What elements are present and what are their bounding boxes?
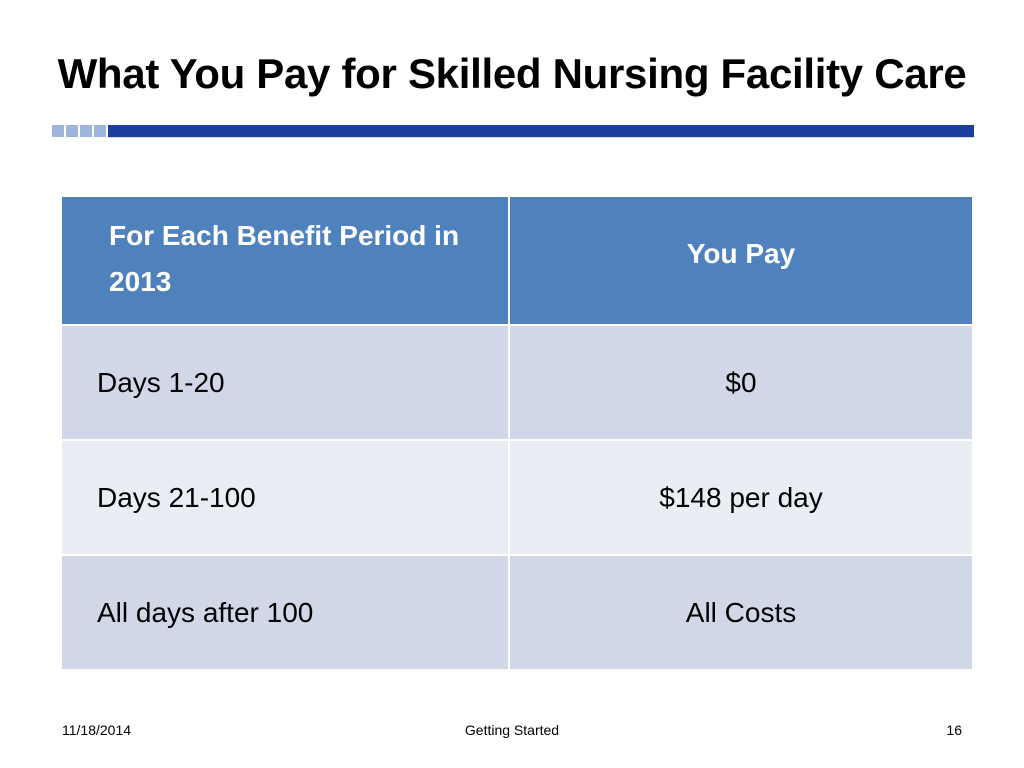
footer-date: 11/18/2014 [62, 722, 132, 738]
cost-cell: $148 per day [508, 439, 974, 556]
slide-title: What You Pay for Skilled Nursing Facilit… [57, 50, 967, 97]
table-row: All days after 100 All Costs [60, 554, 974, 671]
footer-page-number: 16 [946, 722, 962, 738]
period-cell: All days after 100 [60, 554, 510, 671]
table-row: Days 21-100 $148 per day [60, 439, 974, 556]
title-underline-decoration [52, 125, 974, 138]
period-cell: Days 1-20 [60, 324, 510, 441]
cost-table: For Each Benefit Period in 2013 You Pay … [60, 195, 974, 671]
table-row: Days 1-20 $0 [60, 324, 974, 441]
header-you-pay: You Pay [508, 195, 974, 326]
cost-cell: $0 [508, 324, 974, 441]
cost-cell: All Costs [508, 554, 974, 671]
header-benefit-period: For Each Benefit Period in 2013 [60, 195, 510, 326]
period-cell: Days 21-100 [60, 439, 510, 556]
footer-section-title: Getting Started [464, 722, 560, 738]
table-header-row: For Each Benefit Period in 2013 You Pay [60, 195, 974, 326]
